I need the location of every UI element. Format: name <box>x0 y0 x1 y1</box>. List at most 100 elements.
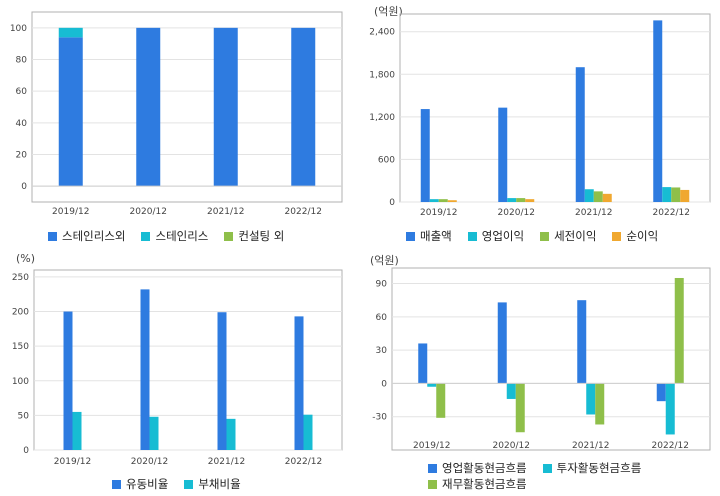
bar-유동비율 <box>63 311 73 450</box>
y-tick-label: 100 <box>12 377 29 387</box>
legend-label: 세전이익 <box>554 229 597 243</box>
plot-frame <box>31 11 343 203</box>
y-tick-label: 80 <box>16 56 28 66</box>
legend-label: 컨설팅 외 <box>238 229 285 243</box>
y-tick-label: 0 <box>23 446 29 456</box>
x-tick-label: 2019/12 <box>413 441 450 451</box>
bar-스테인리스외 <box>136 27 161 187</box>
y-tick-label: 0 <box>381 379 387 389</box>
chart-income: 0 600 1,200 1,800 2,400 2019/12 2020/12 2021/12… <box>369 13 711 218</box>
chart-panel-ratios: (%) 0 50 100 150 200 250 2019/12 2020/12 2021/12… <box>0 250 350 496</box>
legend-item: 재무활동현금흐름 <box>428 476 527 492</box>
bar-세전이익 <box>516 198 526 202</box>
bar-영업활동현금흐름 <box>497 302 507 384</box>
bar-영업이익 <box>662 187 672 202</box>
legend-swatch <box>406 231 415 241</box>
y-tick-label: 1,200 <box>369 113 395 123</box>
y-tick-label: 250 <box>12 273 29 283</box>
y-tick-label: 50 <box>18 411 30 421</box>
chart-panel-sales-composition: 0 20 40 60 80 100 2019/12 2020/12 2021/12 2022/12… <box>0 0 350 250</box>
x-tick-label: 2022/12 <box>285 207 322 217</box>
legend-label: 스테인리스 <box>155 229 209 243</box>
legend-label: 투자활동현금흐름 <box>556 461 642 475</box>
bar-매출액 <box>653 20 663 203</box>
legend-swatch <box>612 231 622 241</box>
y-tick-label: 1,800 <box>369 70 395 80</box>
legend-item: 세전이익 <box>540 228 596 244</box>
bar-세전이익 <box>438 199 448 202</box>
y-tick-label: 150 <box>12 342 29 352</box>
x-tick-label: 2020/12 <box>498 208 535 218</box>
legend-item: 영업이익 <box>467 228 524 244</box>
legend-label: 영업활동현금흐름 <box>442 461 527 475</box>
legend-label: 매출액 <box>420 229 452 243</box>
legend-swatch <box>540 231 550 241</box>
plot-frame <box>391 267 711 451</box>
y-tick-label: 60 <box>16 87 28 97</box>
bar-유동비율 <box>217 312 227 450</box>
legend-swatch <box>224 231 234 241</box>
legend-label: 스테인리스외 <box>62 229 126 243</box>
y-tick-label: 20 <box>16 151 28 161</box>
bar-부채비율 <box>303 414 313 450</box>
bar-스테인리스외 <box>213 27 238 187</box>
legend-swatch <box>184 479 194 489</box>
bar-매출액 <box>575 67 585 202</box>
bar-투자활동현금흐름 <box>506 383 516 399</box>
legend-label: 순이익 <box>626 229 659 243</box>
bar-투자활동현금흐름 <box>586 383 596 415</box>
legend-swatch <box>428 479 437 489</box>
legend-label: 재무활동현금흐름 <box>442 477 527 491</box>
legend-item: 스테인리스외 <box>48 228 125 244</box>
legend-item: 유동비율 <box>112 476 168 492</box>
chart-panel-income: (억원) 0 600 1,200 1,800 2,400 2019/12 2020/12 20… <box>360 0 720 250</box>
x-tick-label: 2019/12 <box>52 207 89 217</box>
y-tick-label: 600 <box>378 155 395 165</box>
bar-투자활동현금흐름 <box>427 383 437 387</box>
legend-item: 부채비율 <box>184 476 241 492</box>
y-tick-label: 0 <box>21 182 27 192</box>
legend-swatch <box>48 231 57 241</box>
bar-순이익 <box>525 199 535 202</box>
x-tick-label: 2020/12 <box>493 441 530 451</box>
bar-재무활동현금흐름 <box>436 383 446 418</box>
x-tick-label: 2021/12 <box>572 441 609 451</box>
y-tick-label: 100 <box>10 24 27 34</box>
bar-세전이익 <box>671 187 681 202</box>
bar-재무활동현금흐름 <box>595 383 605 425</box>
bar-매출액 <box>498 107 508 202</box>
legend-income: 매출액 영업이익 세전이익 순이익 <box>406 228 716 244</box>
y-tick-label: 0 <box>389 198 395 208</box>
bar-부채비율 <box>72 411 82 450</box>
y-tick-label: 30 <box>376 346 388 356</box>
unit-label-income: (억원) <box>374 5 403 18</box>
legend-item: 순이익 <box>612 228 658 244</box>
unit-label-ratios: (%) <box>16 252 36 265</box>
chart-panel-cashflow: (억원) -30 0 30 60 90 2019/12 2020/12 2021/12 2022… <box>360 250 720 496</box>
plot-frame <box>399 13 711 203</box>
x-tick-label: 2020/12 <box>130 207 167 217</box>
legend-sales-composition: 스테인리스외 스테인리스 컨설팅 외 <box>48 228 348 244</box>
legend-swatch <box>141 231 151 241</box>
x-tick-label: 2020/12 <box>131 457 168 467</box>
y-tick-label: 2,400 <box>369 28 395 38</box>
legend-item: 스테인리스 <box>141 228 208 244</box>
bar-영업이익 <box>584 189 594 202</box>
legend-label: 유동비율 <box>126 477 169 491</box>
legend-ratios: 유동비율 부채비율 <box>112 476 348 492</box>
y-tick-label: 90 <box>376 280 388 290</box>
y-tick-label: -30 <box>372 413 387 423</box>
legend-swatch <box>112 479 121 489</box>
x-tick-label: 2021/12 <box>207 207 244 217</box>
bar-유동비율 <box>140 289 150 450</box>
x-tick-label: 2021/12 <box>208 457 245 467</box>
legend-swatch <box>467 231 477 241</box>
bar-영업활동현금흐름 <box>656 383 666 402</box>
y-tick-label: 200 <box>12 308 29 318</box>
x-tick-label: 2022/12 <box>285 457 322 467</box>
bar-영업활동현금흐름 <box>577 300 587 384</box>
bar-유동비율 <box>294 316 304 450</box>
bar-재무활동현금흐름 <box>515 383 525 433</box>
legend-item: 매출액 <box>406 228 452 244</box>
bar-세전이익 <box>593 191 603 202</box>
